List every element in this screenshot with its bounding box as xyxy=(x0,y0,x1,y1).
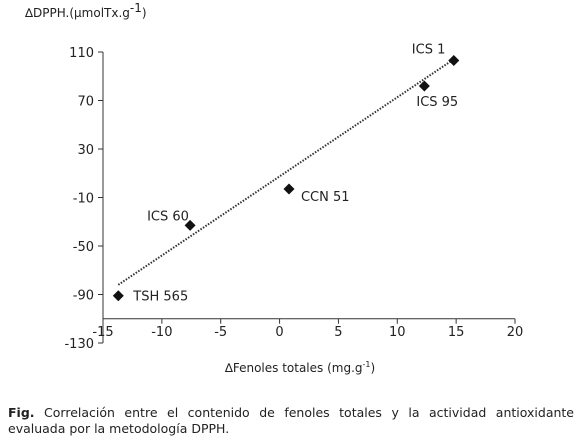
y-tick-label: -10 xyxy=(73,192,94,207)
x-tick-label: -10 xyxy=(151,325,172,340)
scatter-chart: ∆DPPH.(µmolTx.g-1) ∆Fenoles totales (mg.… xyxy=(24,1,523,375)
x-axis-title-sup: -1 xyxy=(363,360,371,369)
data-point-marker xyxy=(448,54,460,66)
trendline-group xyxy=(117,58,455,286)
data-point-marker xyxy=(112,290,124,302)
y-tick-label: 110 xyxy=(69,46,94,61)
y-tick-label: 70 xyxy=(77,95,94,110)
caption-bold: Fig. xyxy=(8,405,35,420)
y-tick-label: -50 xyxy=(73,240,94,255)
data-point-label: ICS 95 xyxy=(416,95,458,110)
data-point-label: TSH 565 xyxy=(132,290,188,305)
x-tick-label: 5 xyxy=(334,325,342,340)
data-point-label: ICS 1 xyxy=(412,42,446,57)
x-tick-label: -15 xyxy=(92,325,113,340)
x-tick-label: 10 xyxy=(389,325,406,340)
x-tick-label: 20 xyxy=(507,325,524,340)
data-point-marker xyxy=(184,219,196,231)
y-tick-label: -130 xyxy=(64,337,94,352)
data-point-label: CCN 51 xyxy=(301,190,350,205)
x-tick-label: -5 xyxy=(214,325,227,340)
data-point-label: ICS 60 xyxy=(147,209,189,224)
data-point-marker xyxy=(283,183,295,195)
y-axis-title: ∆DPPH.(µmolTx.g-1) xyxy=(24,1,147,20)
y-axis-title-sup: -1 xyxy=(130,1,142,15)
trendline xyxy=(117,58,455,286)
data-point-marker xyxy=(418,80,430,92)
y-tick-label: -90 xyxy=(73,289,94,304)
point-labels: ICS 1 ICS 95 CCN 51 ICS 60 TSH 565 xyxy=(132,42,458,304)
y-tick-label: 30 xyxy=(77,143,94,158)
x-axis-title: ∆Fenoles totales (mg.g-1) xyxy=(224,360,375,375)
x-tick-label: 0 xyxy=(275,325,283,340)
data-points xyxy=(112,54,460,302)
x-tick-label: 15 xyxy=(448,325,465,340)
caption-text: Correlación entre el contenido de fenole… xyxy=(8,405,574,436)
figure-caption: Fig. Correlación entre el contenido de f… xyxy=(8,405,574,437)
